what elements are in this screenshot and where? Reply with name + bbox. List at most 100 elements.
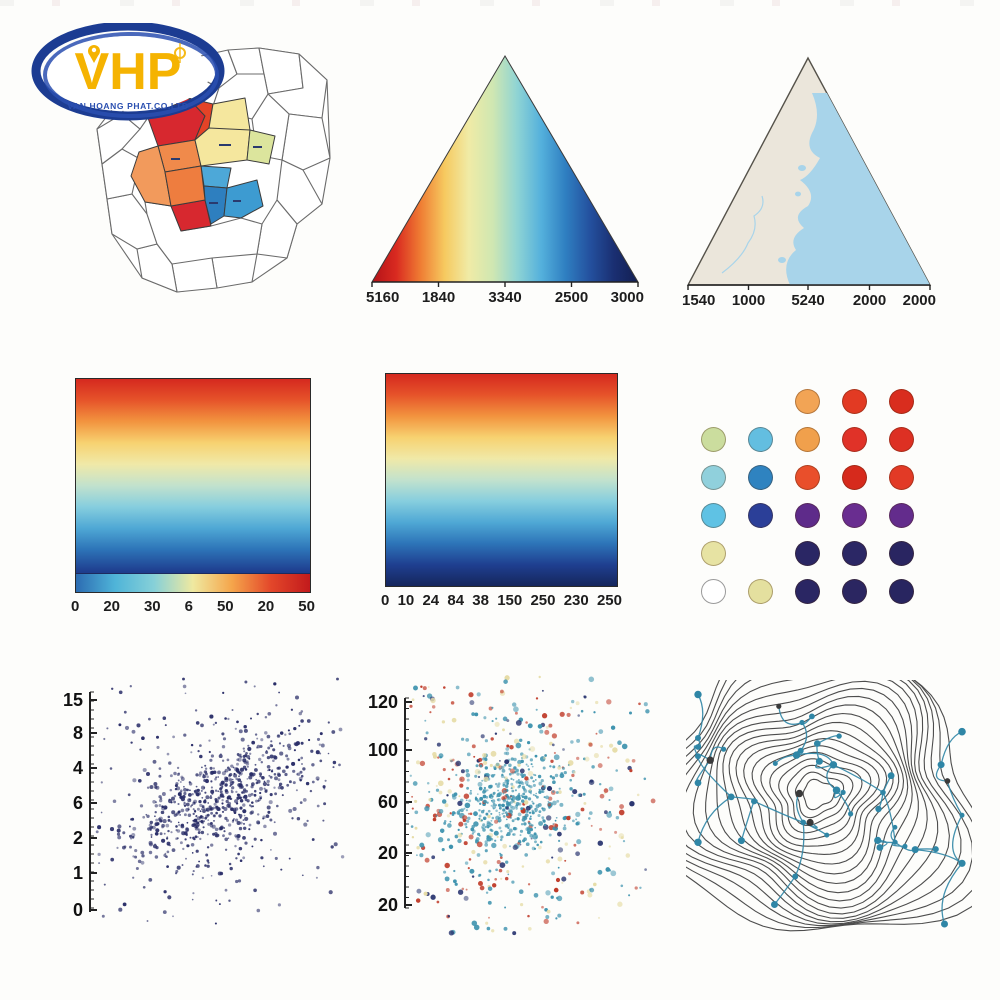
dot-cell [784, 572, 831, 610]
color-dot [795, 540, 820, 566]
scatter-multicolor: 120 100 60 20 20 [368, 675, 656, 936]
y-tick-label: 100 [368, 740, 398, 760]
y-tick-label: 4 [73, 758, 83, 778]
dot-cell [737, 458, 784, 496]
x-tick-label: 5240 [791, 292, 824, 309]
x-tick-label: 3340 [488, 289, 521, 306]
x-tick-label: 2000 [853, 292, 886, 309]
y-tick-label: 15 [63, 690, 83, 710]
color-dot [842, 426, 867, 452]
dot-cell [831, 496, 878, 534]
color-dot [795, 578, 820, 604]
x-tick-label: 0 [71, 598, 80, 615]
x-tick-label: 84 [447, 592, 465, 609]
y-axis [404, 697, 412, 909]
y-axis [89, 691, 97, 912]
x-tick-label: 50 [216, 598, 234, 615]
x-tick-label: 6 [184, 598, 193, 615]
color-dot [748, 502, 773, 528]
logo-subtitle: VAN HOANG PHAT.CO.LTD [67, 101, 188, 111]
y-tick-label: 20 [378, 843, 398, 863]
color-dot [889, 464, 914, 490]
color-dot [889, 540, 914, 566]
color-dot [701, 578, 726, 604]
dot-cell [831, 382, 878, 420]
color-dot [795, 388, 820, 414]
dot-cell [784, 458, 831, 496]
color-dot [701, 464, 726, 490]
color-dot [748, 464, 773, 490]
gradient-triangle: 5160 1840 3340 2500 3000 [366, 55, 644, 306]
dot-cell [878, 420, 925, 458]
dot-cell [690, 572, 737, 610]
color-dot [701, 540, 726, 566]
compass-pin-icon [174, 43, 186, 63]
panel-heatmap2: 0 10 24 84 38 150 250 230 250 [381, 373, 622, 618]
dot-cell [878, 572, 925, 610]
x-tick-label: 2000 [903, 292, 936, 309]
color-dot [889, 388, 914, 414]
x-tick-label: 50 [298, 598, 315, 615]
map-colored-districts [130, 97, 276, 232]
dot-cell [831, 458, 878, 496]
x-tick-label: 0 [381, 592, 390, 609]
color-dot [842, 540, 867, 566]
y-tick-label: 120 [368, 692, 398, 712]
dot-cell [784, 382, 831, 420]
triangle2-tick-labels: 1540 1000 5240 2000 2000 [682, 292, 936, 309]
heatmap2-tick-labels: 0 10 24 84 38 150 250 230 250 [381, 592, 622, 609]
dot-cell [690, 382, 737, 420]
logo-inner-fill [48, 36, 210, 110]
logo-ring-highlight [43, 32, 219, 118]
x-tick-label: 24 [422, 592, 440, 609]
dot-matrix-grid [690, 382, 925, 610]
x-tick-label: 30 [143, 598, 161, 615]
color-dot [842, 578, 867, 604]
dot-cell [690, 534, 737, 572]
color-dot [795, 426, 820, 452]
x-tick-label: 2500 [555, 289, 588, 306]
gradient-triangle-shape [371, 55, 639, 283]
dot-cell [831, 572, 878, 610]
color-dot [795, 464, 820, 490]
x-tick-label: 5160 [366, 289, 399, 306]
map-tiny-labels [171, 144, 262, 204]
dot-cell [784, 496, 831, 534]
dot-cell [831, 534, 878, 572]
panel-dot-matrix [690, 382, 930, 610]
panel-coastline-triangle: 1540 1000 5240 2000 2000 [662, 38, 954, 313]
triangle2-axis [687, 284, 931, 290]
color-dot [842, 502, 867, 528]
panel-heatmap-colorbar: 0 20 30 6 50 20 50 [71, 378, 315, 618]
x-tick-label: 1540 [682, 292, 715, 309]
dot-cell [737, 382, 784, 420]
y-tick-label: 60 [378, 792, 398, 812]
heatmap-gradient [75, 378, 311, 593]
heatmap-colorbar [76, 573, 310, 592]
location-pin-icon [88, 45, 100, 63]
dot-cell [737, 534, 784, 572]
dot-cell [690, 458, 737, 496]
dot-cell [878, 496, 925, 534]
coastline-triangle: 1540 1000 5240 2000 2000 [682, 56, 936, 309]
cropped-text-fragments [0, 0, 1000, 6]
x-tick-label: 230 [563, 592, 589, 609]
x-tick-label: 38 [472, 592, 489, 609]
scatter-points [95, 677, 345, 925]
dot-cell [690, 420, 737, 458]
x-tick-label: 20 [257, 598, 275, 615]
x-tick-label: 1000 [732, 292, 765, 309]
triangle1-tick-labels: 5160 1840 3340 2500 3000 [366, 289, 644, 306]
x-tick-label: 10 [397, 592, 415, 609]
dot-cell [737, 420, 784, 458]
scatter-points [409, 675, 656, 936]
dot-cell [878, 458, 925, 496]
triangle1-axis [371, 281, 639, 287]
contour-lines [686, 680, 972, 932]
color-dot [889, 578, 914, 604]
panel-gradient-triangle: 5160 1840 3340 2500 3000 [358, 38, 650, 313]
y-tick-label: 8 [73, 723, 83, 743]
dot-cell [784, 534, 831, 572]
y-tick-label: 2 [73, 828, 83, 848]
heatmap1-tick-labels: 0 20 30 6 50 20 50 [71, 598, 315, 615]
